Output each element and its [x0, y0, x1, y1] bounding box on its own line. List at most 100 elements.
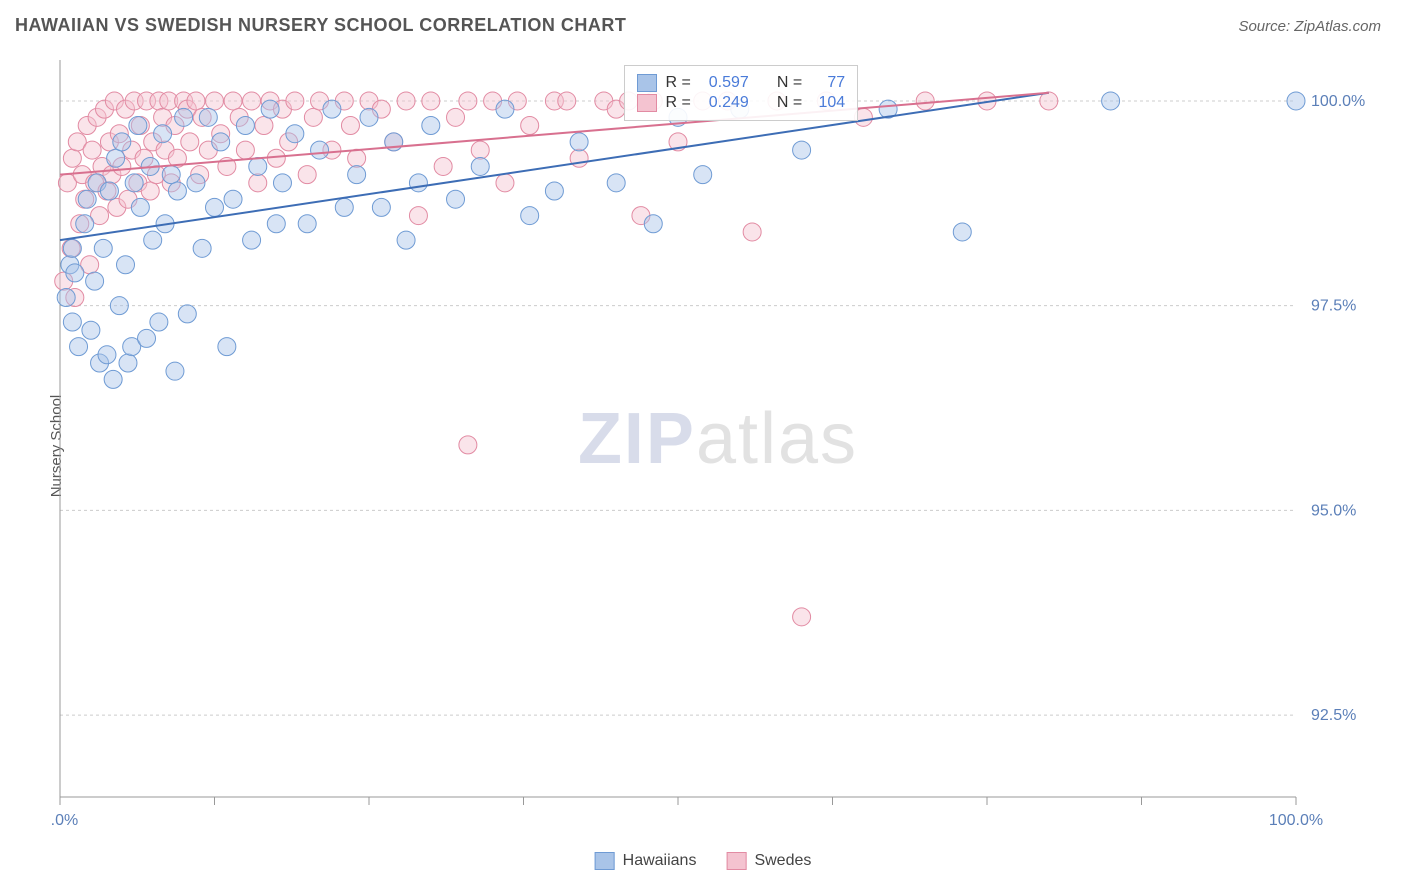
data-point — [360, 108, 378, 126]
data-point — [743, 223, 761, 241]
data-point — [607, 174, 625, 192]
data-point — [63, 239, 81, 257]
n-value: 104 — [810, 94, 845, 112]
data-point — [131, 198, 149, 216]
data-point — [521, 117, 539, 135]
data-point — [372, 198, 390, 216]
series-swatch — [637, 94, 657, 112]
data-point — [154, 125, 172, 143]
data-point — [348, 149, 366, 167]
data-point — [447, 190, 465, 208]
data-point — [63, 313, 81, 331]
data-point — [397, 231, 415, 249]
data-point — [78, 190, 96, 208]
data-point — [119, 354, 137, 372]
data-point — [916, 92, 934, 110]
data-point — [181, 133, 199, 151]
data-point — [1102, 92, 1120, 110]
data-point — [66, 264, 84, 282]
data-point — [218, 338, 236, 356]
data-point — [187, 174, 205, 192]
data-point — [162, 166, 180, 184]
chart-header: HAWAIIAN VS SWEDISH NURSERY SCHOOL CORRE… — [0, 0, 1406, 36]
data-point — [471, 141, 489, 159]
data-point — [323, 100, 341, 118]
data-point — [447, 108, 465, 126]
data-point — [459, 436, 477, 454]
data-point — [298, 166, 316, 184]
data-point — [125, 174, 143, 192]
svg-text:95.0%: 95.0% — [1311, 502, 1356, 519]
data-point — [168, 182, 186, 200]
data-point — [113, 133, 131, 151]
data-point — [57, 288, 75, 306]
svg-text:0.0%: 0.0% — [50, 812, 78, 827]
data-point — [104, 370, 122, 388]
data-point — [83, 141, 101, 159]
r-label: R = — [665, 74, 690, 92]
correlation-info-box: R =0.597N =77R =0.249N =104 — [624, 65, 858, 121]
data-point — [206, 198, 224, 216]
data-point — [304, 108, 322, 126]
legend-item: Swedes — [726, 852, 811, 870]
data-point — [243, 231, 261, 249]
data-point — [144, 231, 162, 249]
data-point — [459, 92, 477, 110]
data-point — [496, 100, 514, 118]
svg-text:92.5%: 92.5% — [1311, 707, 1356, 724]
data-point — [249, 157, 267, 175]
r-label: R = — [665, 94, 690, 112]
data-point — [70, 338, 88, 356]
data-point — [166, 362, 184, 380]
data-point — [267, 215, 285, 233]
data-point — [694, 166, 712, 184]
data-point — [100, 182, 118, 200]
data-point — [471, 157, 489, 175]
data-point — [545, 182, 563, 200]
svg-text:97.5%: 97.5% — [1311, 298, 1356, 315]
legend-label: Hawaiians — [623, 852, 697, 870]
data-point — [224, 92, 242, 110]
n-value: 77 — [810, 74, 845, 92]
data-point — [570, 133, 588, 151]
data-point — [107, 149, 125, 167]
legend-item: Hawaiians — [595, 852, 697, 870]
data-point — [261, 100, 279, 118]
svg-text:100.0%: 100.0% — [1311, 93, 1365, 110]
data-point — [521, 207, 539, 225]
info-row: R =0.597N =77 — [637, 74, 845, 92]
data-point — [311, 141, 329, 159]
data-point — [793, 141, 811, 159]
data-point — [82, 321, 100, 339]
data-point — [644, 215, 662, 233]
data-point — [224, 190, 242, 208]
data-point — [150, 313, 168, 331]
data-point — [236, 141, 254, 159]
data-point — [249, 174, 267, 192]
chart-source: Source: ZipAtlas.com — [1238, 18, 1381, 35]
data-point — [117, 256, 135, 274]
data-point — [298, 215, 316, 233]
data-point — [138, 329, 156, 347]
n-label: N = — [777, 94, 802, 112]
data-point — [434, 157, 452, 175]
data-point — [953, 223, 971, 241]
data-point — [335, 198, 353, 216]
data-point — [76, 215, 94, 233]
data-point — [199, 108, 217, 126]
data-point — [141, 182, 159, 200]
data-point — [243, 92, 261, 110]
data-point — [496, 174, 514, 192]
legend-swatch — [726, 852, 746, 870]
data-point — [255, 117, 273, 135]
data-point — [422, 92, 440, 110]
data-point — [175, 108, 193, 126]
svg-text:100.0%: 100.0% — [1269, 812, 1323, 827]
data-point — [193, 239, 211, 257]
data-point — [178, 305, 196, 323]
data-point — [187, 92, 205, 110]
legend-swatch — [595, 852, 615, 870]
data-point — [793, 608, 811, 626]
data-point — [129, 117, 147, 135]
data-point — [1287, 92, 1305, 110]
